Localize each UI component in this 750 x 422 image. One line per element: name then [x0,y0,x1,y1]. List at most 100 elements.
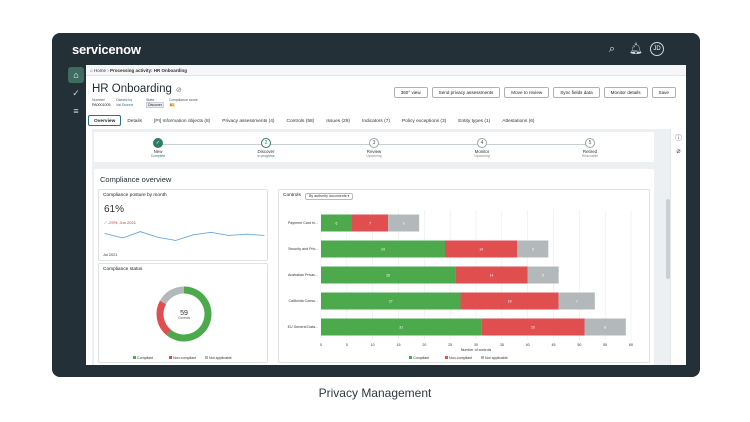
posture-x-label: Jul 2021 [103,253,118,257]
user-avatar[interactable]: JD [650,42,664,56]
bar-value-label: 24 [381,247,385,251]
bar-value-label: 7 [576,299,578,303]
meta-compliance-score: Compliance score 61 [169,98,198,107]
breadcrumb: ⌂ Home › Processing activity: HR Onboard… [86,65,686,76]
monitor-details-button[interactable]: Monitor details [603,87,648,98]
compliance-overview: Compliance overview Compliance posture b… [94,169,654,365]
stage-retired[interactable]: 5 Retired Reachable [570,138,610,158]
tab-information-objects[interactable]: [PI] Information objects (8) [154,119,211,124]
save-button[interactable]: Save [651,87,676,98]
bar-not-applicable[interactable] [388,214,420,232]
posture-point-2[interactable] [139,231,141,233]
tab-entity-types[interactable]: Entity types (1) [458,119,491,124]
top-navigation-bar: servicenow ⌕ 🔔︎ JD [52,33,700,65]
category-label: California Consu... [288,299,318,303]
record-header: HR Onboarding ⊘ [92,83,182,95]
tab-indicators[interactable]: Indicators (7) [362,119,390,124]
bar-non-compliant[interactable] [352,214,389,232]
tab-issues[interactable]: Issues (29) [326,119,350,124]
bar-not-applicable[interactable] [527,266,559,284]
meta-state: State Discover [146,98,164,108]
bar-not-applicable[interactable] [517,240,549,258]
posture-point-1[interactable] [122,237,124,239]
x-tick-label: 30 [474,343,478,347]
bar-value-label: 27 [389,299,393,303]
stage-name: Review [366,149,382,154]
attachment-icon[interactable]: ⌀ [676,148,681,155]
stage-status: Upcoming [366,154,382,158]
bar-non-compliant[interactable] [455,266,528,284]
stage-status: Complete [150,154,166,158]
x-tick-label: 10 [371,343,375,347]
category-label: Payment Card In... [288,221,318,225]
bell-icon[interactable]: 🔔︎ [629,43,643,55]
link-icon[interactable]: ⊘ [175,87,182,94]
status-title: Compliance status [103,267,143,272]
bar-non-compliant[interactable] [445,240,518,258]
status-slice-not-applicable[interactable] [159,286,185,305]
360-view-button[interactable]: 360° view [393,87,428,98]
status-slice-compliant[interactable] [166,286,212,342]
posture-series-line [104,231,265,241]
stage-discover[interactable]: 2 Discover In progress [246,138,286,158]
stage-name: New [153,149,163,154]
x-tick-label: 35 [500,343,504,347]
bar-compliant[interactable] [321,292,461,310]
bar-not-applicable[interactable] [558,292,595,310]
bar-compliant[interactable] [321,266,456,284]
status-slice-non-compliant[interactable] [156,300,172,336]
bar-value-label: 26 [386,273,390,277]
home-icon[interactable]: ⌂ [68,67,84,83]
posture-point-9[interactable] [263,234,265,236]
posture-point-5[interactable] [192,234,194,236]
info-icon[interactable]: ⓘ [675,135,682,142]
legend-swatch [445,356,448,359]
move-to-review-button[interactable]: Move to review [504,87,550,98]
list-icon[interactable]: ≡ [73,106,79,116]
check-circle-icon[interactable]: ✓ [72,88,80,98]
legend-swatch [205,356,208,359]
search-icon[interactable]: ⌕ [608,43,616,55]
servicenow-logo[interactable]: servicenow [72,42,141,57]
stage-monitor[interactable]: 4 Monitor Upcoming [462,138,502,158]
send-privacy-assessments-button[interactable]: Send privacy assessments [431,87,501,98]
authority-documents-dropdown[interactable]: By authority documents ▾ [305,193,354,200]
bar-non-compliant[interactable] [481,318,585,336]
stage-new[interactable]: ✓ New Complete [138,138,178,158]
legend-swatch [409,356,412,359]
posture-point-0[interactable] [104,233,106,235]
tab-attestations[interactable]: Attestations (6) [502,119,535,124]
bar-not-applicable[interactable] [584,318,626,336]
bar-compliant[interactable] [321,214,352,232]
bar-compliant[interactable] [321,318,482,336]
tab-policy-exceptions[interactable]: Policy exceptions (3) [402,119,447,124]
controls-legend-label: Not applicable [485,356,508,360]
home-crumb-icon[interactable]: ⌂ [90,68,94,73]
status-center-value: 59 [180,310,188,317]
bar-non-compliant[interactable] [460,292,559,310]
posture-point-3[interactable] [157,236,159,238]
bar-compliant[interactable] [321,240,445,258]
posture-point-6[interactable] [210,231,212,233]
sync-fields-data-button[interactable]: Sync fields data [553,87,600,98]
posture-point-4[interactable] [175,239,177,241]
stage-name: Discover [257,149,275,154]
stage-review[interactable]: 3 Review Upcoming [354,138,394,158]
posture-point-7[interactable] [228,234,230,236]
controls-legend-label: Compliant [413,356,429,360]
legend-swatch [133,356,136,359]
meta-owned-by: Owned by Val Dionne [116,98,134,107]
tab-privacy-assessments[interactable]: Privacy assessments (4) [222,119,275,124]
x-tick-label: 5 [346,343,348,347]
bar-value-label: 6 [532,247,534,251]
scrollbar[interactable] [666,199,670,279]
posture-point-8[interactable] [245,233,247,235]
x-tick-label: 50 [577,343,581,347]
breadcrumb-home[interactable]: Home [93,68,106,73]
owner-link[interactable]: Val Dionne [116,103,134,107]
tab-controls[interactable]: Controls (58) [286,119,315,124]
tab-details[interactable]: Details [127,119,143,124]
bar-value-label: 6 [336,221,338,225]
tab-overview[interactable]: Overview [88,115,122,126]
controls-title: Controls [283,193,301,198]
